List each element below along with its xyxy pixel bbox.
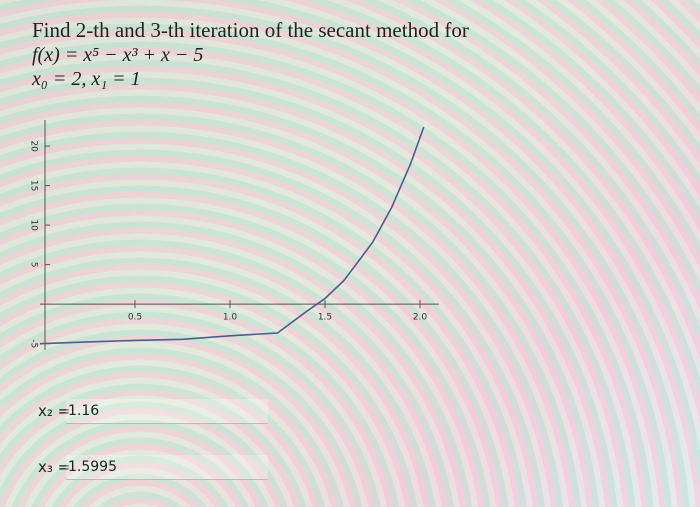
function-formula: f(x) = x⁵ − x³ + x − 5 — [32, 44, 204, 66]
problem-title: Find 2-th and 3-th iteration of the seca… — [32, 18, 469, 42]
initial-values: x₀ = 2, x₁ = 1 — [32, 68, 141, 90]
answer-field[interactable]: 1.5995 — [66, 455, 268, 480]
x-tick-label: 1.0 — [223, 313, 238, 323]
x-tick-label: 2.0 — [413, 313, 428, 323]
y-tick-label: -5 — [29, 339, 39, 348]
answer-field[interactable]: 1.16 — [66, 399, 268, 424]
y-tick-label: 10 — [29, 219, 39, 231]
answer-label: x₂ = — [38, 402, 71, 420]
x-tick-label: 1.5 — [318, 313, 332, 323]
x-tick-label: 0.5 — [128, 313, 142, 323]
function-curve — [39, 126, 425, 345]
answer-label: x₃ = — [38, 458, 71, 476]
y-tick-label: 20 — [29, 140, 39, 152]
y-tick-label: 5 — [29, 262, 39, 268]
y-tick-label: 15 — [29, 180, 39, 191]
